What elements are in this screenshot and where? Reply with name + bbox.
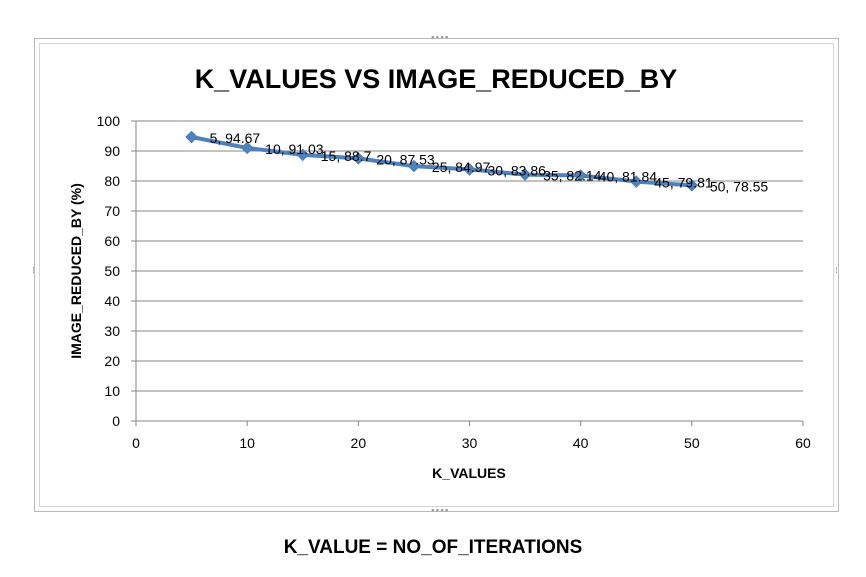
y-tick-label: 20 bbox=[104, 353, 120, 369]
y-tick-label: 100 bbox=[97, 113, 121, 129]
chart-title: K_VALUES VS IMAGE_REDUCED_BY bbox=[195, 64, 678, 94]
data-label: 5, 94.67 bbox=[210, 130, 261, 146]
y-tick-label: 0 bbox=[112, 413, 120, 429]
data-label: 45, 79.81 bbox=[654, 175, 713, 191]
right-resize-handle[interactable]: ⁞ bbox=[835, 266, 838, 276]
data-point-marker bbox=[407, 159, 421, 173]
data-label: 10, 91.03 bbox=[265, 141, 324, 157]
data-point-marker bbox=[296, 148, 310, 162]
data-point-marker bbox=[185, 130, 198, 144]
x-tick-label: 60 bbox=[795, 435, 811, 451]
data-series bbox=[185, 130, 699, 192]
x-tick-label: 0 bbox=[132, 435, 140, 451]
y-axis-title: IMAGE_REDUCED_BY (%) bbox=[68, 183, 84, 359]
y-tick-label: 60 bbox=[104, 233, 120, 249]
y-tick-label: 50 bbox=[104, 263, 120, 279]
data-point-marker bbox=[518, 168, 532, 181]
line-chart: K_VALUES VS IMAGE_REDUCED_BY 0 10 20 30 40 50… bbox=[68, 64, 811, 481]
top-resize-handle[interactable]: ∙∙∙∙ bbox=[430, 33, 450, 43]
series-line bbox=[189, 134, 694, 188]
data-label: 40, 81.84 bbox=[599, 168, 658, 184]
data-label: 35, 82.14 bbox=[543, 168, 602, 184]
x-tick-label: 30 bbox=[462, 435, 478, 451]
y-tick-label: 80 bbox=[104, 173, 120, 189]
x-tick-label: 10 bbox=[239, 435, 255, 451]
footer-note: K_VALUE = NO_OF_ITERATIONS bbox=[283, 537, 583, 558]
x-tick-label: 20 bbox=[351, 435, 367, 451]
x-tick-label: 50 bbox=[684, 435, 700, 451]
data-label: 30, 83.86 bbox=[488, 162, 547, 178]
y-tick-label: 40 bbox=[104, 293, 120, 309]
x-tick-label: 40 bbox=[573, 435, 589, 451]
y-tick-label: 10 bbox=[104, 383, 120, 399]
data-label: 25, 84.97 bbox=[432, 159, 491, 175]
data-point-marker bbox=[629, 175, 643, 188]
chart-frame: ∙∙∙∙ ∙∙∙∙ ⁞ ⁞ bbox=[32, 34, 839, 516]
axes: 0 10 20 30 40 50 60 70 80 90 100 0 10 20 30 40 50 60 bbox=[97, 113, 811, 451]
data-point-marker bbox=[351, 152, 365, 165]
left-resize-handle[interactable]: ⁞ bbox=[32, 266, 35, 276]
data-point-marker bbox=[574, 169, 588, 182]
data-label: 20, 87.53 bbox=[376, 151, 435, 167]
x-axis-title: K_VALUES bbox=[432, 465, 506, 481]
data-label: 50, 78.55 bbox=[710, 178, 769, 194]
gridlines bbox=[136, 120, 803, 392]
y-tick-label: 30 bbox=[104, 323, 120, 339]
data-label: 15, 88.7 bbox=[321, 148, 372, 164]
bottom-resize-handle[interactable]: ∙∙∙∙ bbox=[430, 506, 450, 516]
y-tick-label: 90 bbox=[104, 143, 120, 159]
chart-inner-border bbox=[39, 43, 834, 507]
data-point-marker bbox=[240, 141, 254, 155]
y-tick-label: 70 bbox=[104, 203, 120, 219]
data-point-marker bbox=[463, 163, 476, 176]
data-point-marker bbox=[685, 178, 699, 192]
